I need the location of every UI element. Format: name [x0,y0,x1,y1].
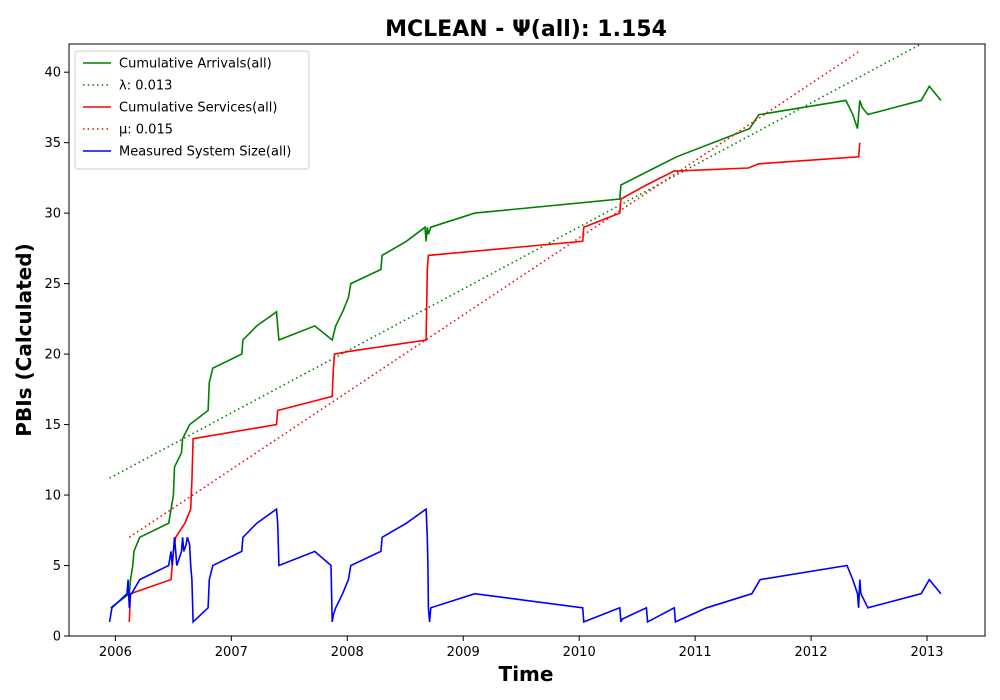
chart-title: MCLEAN - Ψ(all): 1.154 [385,17,667,42]
y-tick-label: 20 [44,348,61,363]
x-tick-label: 2013 [910,645,943,660]
legend-label-4: Measured System Size(all) [119,145,291,160]
y-axis-label: PBIs (Calculated) [12,243,36,436]
x-tick-label: 2011 [679,645,712,660]
legend-label-0: Cumulative Arrivals(all) [119,57,272,72]
plot-area-frame [68,43,986,637]
y-tick-label: 35 [44,136,61,151]
series-line-3 [128,50,861,538]
y-tick-label: 15 [44,418,61,433]
y-tick-label: 25 [44,277,61,292]
legend-label-1: λ: 0.013 [119,79,172,94]
x-tick-label: 2009 [447,645,480,660]
y-tick-label: 40 [44,66,61,81]
series-line-2 [128,142,861,622]
y-axis-ticks: 0 5 10 15 20 25 30 35 40 [44,66,69,645]
legend-label-2: Cumulative Services(all) [119,101,277,116]
legend-box [74,50,310,170]
y-tick-label: 0 [53,630,61,645]
y-tick-label: 30 [44,207,61,222]
x-tick-label: 2007 [215,645,248,660]
y-tick-label: 5 [53,559,61,574]
legend: Cumulative Arrivals(all) λ: 0.013 Cumulati… [74,50,310,170]
x-axis-label: Time [499,662,554,686]
x-tick-label: 2008 [331,645,364,660]
plot-series [108,44,942,624]
x-tick-label: 2012 [795,645,828,660]
series-line-1 [109,44,922,479]
x-tick-label: 2010 [563,645,596,660]
x-axis-ticks: 2006 2007 2008 2009 2010 2011 2012 2013 [99,636,944,660]
legend-label-3: μ: 0.015 [119,123,173,138]
y-tick-label: 10 [44,489,61,504]
x-tick-label: 2006 [99,645,132,660]
series-line-4 [108,507,942,624]
